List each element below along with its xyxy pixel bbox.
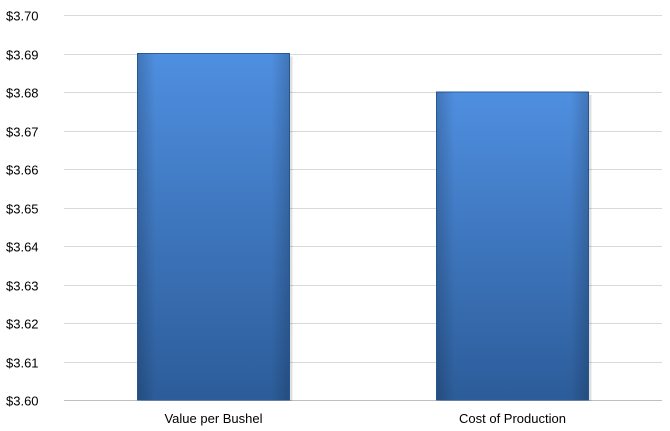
y-tick-label: $3.68 bbox=[6, 86, 39, 101]
y-tick-label: $3.66 bbox=[6, 163, 39, 178]
y-tick-label: $3.63 bbox=[6, 279, 39, 294]
y-tick-label: $3.67 bbox=[6, 125, 39, 140]
x-category-label: Value per Bushel bbox=[164, 411, 262, 426]
y-tick-label: $3.60 bbox=[6, 394, 39, 409]
bars bbox=[137, 53, 592, 401]
y-tick-label: $3.64 bbox=[6, 240, 39, 255]
x-category-label: Cost of Production bbox=[459, 411, 566, 426]
y-tick-label: $3.65 bbox=[6, 202, 39, 217]
x-axis-category-labels: Value per Bushel Cost of Production bbox=[164, 411, 566, 426]
y-tick-label: $3.69 bbox=[6, 48, 39, 63]
bar-bevel bbox=[137, 53, 290, 400]
bar-bevel bbox=[436, 92, 589, 400]
y-tick-label: $3.62 bbox=[6, 317, 39, 332]
y-tick-label: $3.70 bbox=[6, 9, 39, 24]
y-tick-label: $3.61 bbox=[6, 356, 39, 371]
y-axis-tick-labels: $3.60 $3.61 $3.62 $3.63 $3.64 $3.65 $3.66 $3.67… bbox=[6, 9, 39, 409]
